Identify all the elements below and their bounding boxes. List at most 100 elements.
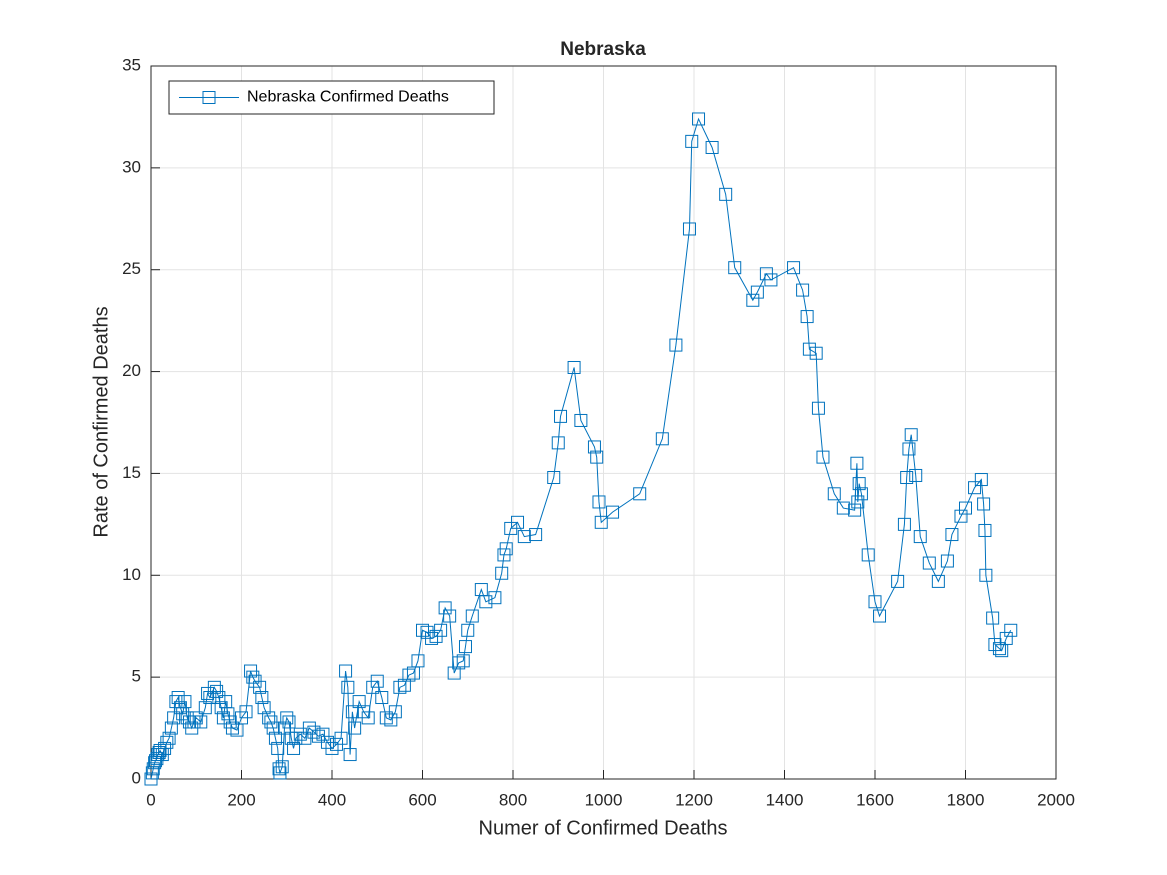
marker [922,556,936,570]
marker [458,640,472,654]
y-tick-label: 30 [122,157,141,176]
marker [931,574,945,588]
x-tick-label: 2000 [1037,790,1075,809]
x-tick-label: 200 [227,790,255,809]
y-axis-label: Rate of Confirmed Deaths [90,306,112,537]
marker [257,701,271,715]
marker [339,664,353,678]
marker [289,731,303,745]
marker [848,503,862,517]
y-tick-label: 25 [122,259,141,278]
y-tick-label: 20 [122,361,141,380]
marker [171,691,185,705]
marker [974,473,988,487]
marker [207,680,221,694]
marker [802,342,816,356]
marker [325,741,339,755]
marker [212,691,226,705]
marker [495,566,509,580]
legend: Nebraska Confirmed Deaths [168,80,495,115]
x-tick-label: 1600 [856,790,894,809]
marker [434,623,448,637]
data-line [150,117,1012,780]
y-tick-label: 35 [122,55,141,74]
y-tick-label: 5 [132,667,141,686]
marker [861,548,875,562]
marker [345,705,359,719]
marker [551,436,565,450]
marker [868,595,882,609]
y-tick-label: 10 [122,565,141,584]
y-tick-label: 0 [132,768,141,787]
marker [592,495,606,509]
marker [590,450,604,464]
marker [692,112,706,126]
marker [361,711,375,725]
marker [959,501,972,515]
marker [854,487,868,501]
marker [852,477,866,491]
marker [587,440,601,454]
marker [239,705,253,719]
marker [873,609,887,623]
marker [499,542,513,556]
marker [913,530,927,544]
legend-marker [202,91,216,104]
marker [153,743,167,757]
marker [266,721,280,735]
marker [187,715,201,729]
marker [334,731,348,745]
marker [268,731,282,745]
marker [511,515,525,529]
marker [461,623,475,637]
marker [669,338,683,352]
marker [567,360,581,374]
marker [1004,623,1018,637]
marker [977,497,991,511]
marker [275,760,289,774]
marker [393,680,407,694]
marker [750,285,764,299]
x-tick-label: 1400 [766,790,804,809]
marker [488,591,502,605]
marker [728,261,742,275]
marker [909,468,923,482]
marker [447,666,461,680]
marker [978,523,992,537]
marker [375,691,389,705]
marker [800,310,814,324]
marker [341,680,355,694]
marker [411,654,425,668]
marker [452,656,466,670]
marker [827,487,841,501]
marker [746,293,760,307]
marker [370,674,384,688]
marker [384,713,398,727]
marker [787,261,801,275]
x-tick-label: 800 [499,790,527,809]
marker [796,283,810,297]
marker [465,609,479,623]
marker [902,442,916,456]
marker [904,428,918,442]
marker [606,505,620,519]
marker [352,695,366,709]
marker [280,711,294,725]
marker [940,554,954,568]
marker [554,409,568,423]
marker [246,670,260,684]
marker [547,471,561,485]
marker [529,528,543,542]
marker [900,471,914,485]
x-tick-label: 1200 [675,790,713,809]
marker [443,609,457,623]
marker [811,401,825,415]
marker [402,668,416,682]
marker [152,746,166,760]
marker [705,140,719,154]
marker [986,611,1000,625]
marker [221,707,235,721]
marker [178,695,192,709]
marker [979,568,993,582]
